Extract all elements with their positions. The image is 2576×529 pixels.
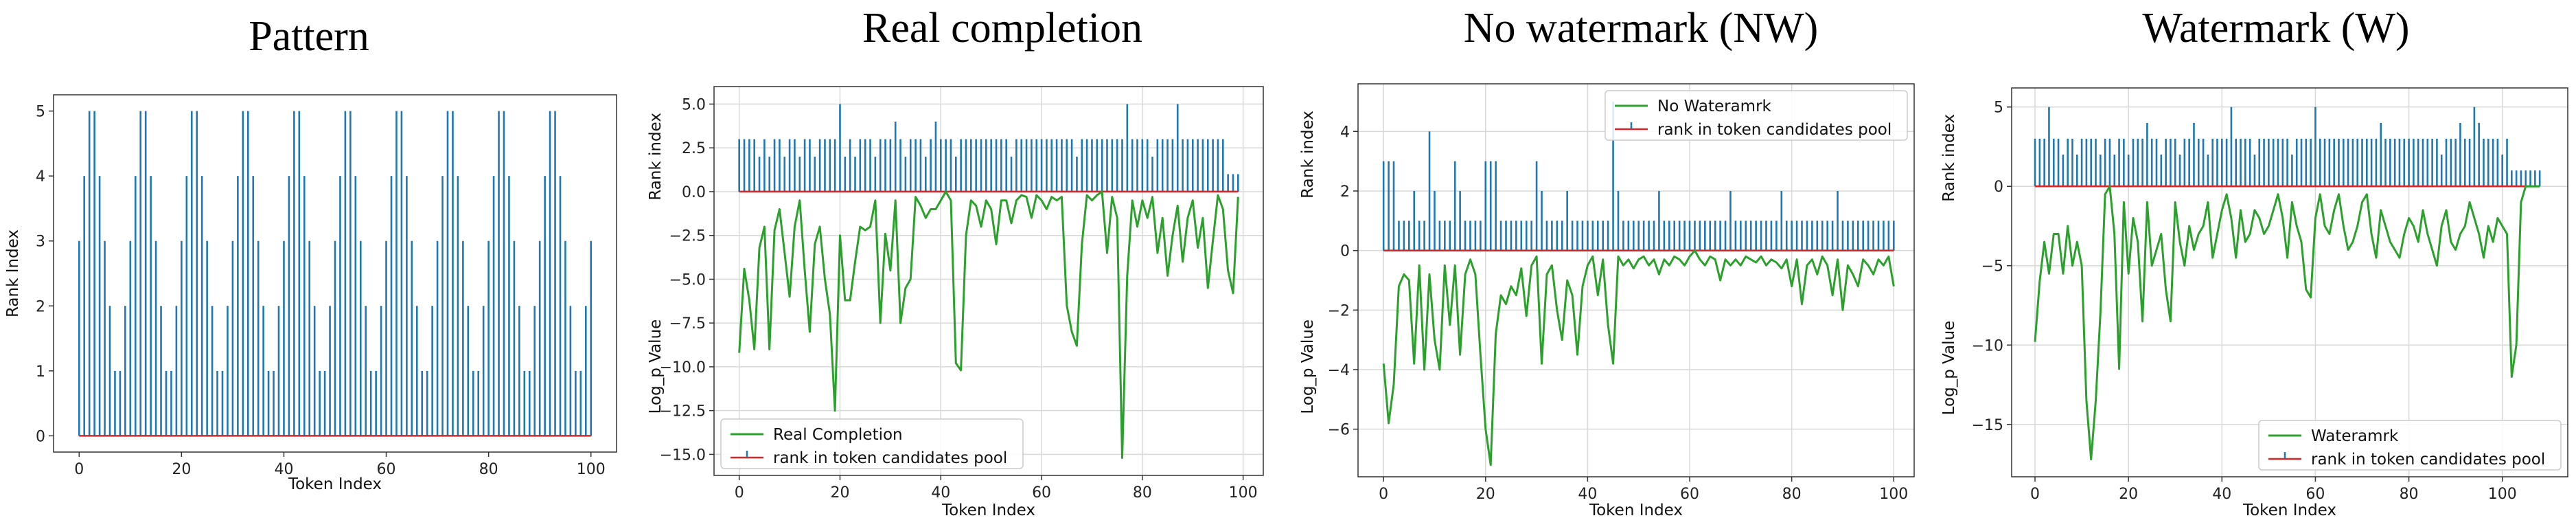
real-legend-label-stem: rank in token candidates pool	[773, 449, 1007, 467]
w-x-axis-label: Token Index	[2242, 502, 2336, 519]
w-y-axis-label-top: Rank index	[1940, 114, 1958, 202]
w-logp-line	[2034, 185, 2540, 461]
real-ytick-label: −7.5	[669, 315, 706, 333]
real-logp-line	[738, 190, 1239, 459]
nw-xtick-label: 80	[1782, 486, 1802, 503]
w-legend-box	[2258, 420, 2562, 471]
nw-legend-box	[1605, 90, 1908, 141]
nw-xtick-label: 100	[1879, 486, 1908, 503]
nw-ytick-label: 0	[1340, 243, 1350, 260]
w-ytick-label: 0	[1994, 179, 2003, 196]
w-chart: 0 20 40 60 80 100 5 0 −5 −10 −15 Token Index Rank in…	[1940, 87, 2568, 519]
no-watermark-title: No watermark (NW)	[1463, 5, 1819, 52]
pattern-y-axis-label: Rank Index	[4, 229, 22, 317]
real-chart: 0 20 40 60 80 100 5.0 2.5 0.0 −2.5 −5.0 −7.5 −10.0 −1…	[647, 86, 1264, 519]
nw-ytick-label: −2	[1328, 302, 1350, 319]
nw-xtick-label: 60	[1680, 486, 1699, 503]
pattern-x-axis-label: Token Index	[288, 475, 382, 493]
w-y-axis-label-bottom: Log_p Value	[1940, 321, 1958, 416]
real-completion-title: Real completion	[862, 5, 1143, 52]
real-xtick-label: 80	[1133, 484, 1152, 502]
pattern-xtick-label: 40	[274, 461, 293, 478]
nw-x-axis-label: Token Index	[1589, 502, 1683, 519]
pattern-ytick-label: 0	[36, 428, 45, 445]
real-legend: Real Completion rank in token candidates …	[720, 418, 1024, 469]
watermark-title: Watermark (W)	[2142, 5, 2410, 52]
w-ytick-label: −5	[1981, 258, 2003, 275]
nw-ytick-label: −6	[1328, 422, 1350, 439]
pattern-title: Pattern	[249, 13, 369, 60]
real-ytick-label: −5.0	[669, 271, 706, 289]
w-legend: Wateramrk rank in token candidates pool	[2258, 420, 2562, 471]
pattern-ytick-label: 2	[36, 298, 45, 315]
pattern-xtick-label: 0	[74, 461, 84, 478]
pattern-xtick-label: 100	[577, 461, 606, 478]
nw-legend-label-stem: rank in token candidates pool	[1657, 121, 1891, 139]
real-ytick-label: 2.5	[682, 140, 706, 157]
nw-xtick-label: 40	[1578, 486, 1597, 503]
w-xtick-label: 100	[2488, 486, 2517, 503]
nw-legend: No Wateramrk rank in token candidates poo…	[1605, 90, 1908, 141]
w-xtick-label: 60	[2305, 486, 2325, 503]
real-legend-box	[720, 418, 1024, 469]
real-xtick-label: 20	[830, 484, 849, 502]
real-ytick-label: 5.0	[682, 96, 706, 113]
pattern-xtick-label: 60	[377, 461, 396, 478]
w-xtick-label: 40	[2212, 486, 2231, 503]
nw-legend-label-line: No Wateramrk	[1657, 98, 1772, 115]
real-legend-label-line: Real Completion	[773, 426, 903, 444]
real-y-axis-label-top: Rank index	[647, 113, 665, 201]
pattern-xtick-label: 20	[172, 461, 191, 478]
pattern-ytick-label: 4	[36, 168, 45, 185]
real-ytick-label: −10.0	[660, 359, 706, 376]
pattern-xtick-label: 80	[479, 461, 498, 478]
nw-ytick-label: 2	[1340, 183, 1350, 201]
nw-xtick-label: 0	[1379, 486, 1388, 503]
nw-y-axis-label-bottom: Log_p Value	[1299, 319, 1317, 414]
real-plot-frame	[713, 86, 1264, 476]
real-xtick-label: 100	[1229, 484, 1258, 502]
nw-y-axis-label-top: Rank index	[1299, 111, 1317, 199]
real-ytick-label: −15.0	[660, 447, 706, 464]
real-y-axis-label-bottom: Log_p Value	[647, 319, 665, 414]
nw-ytick-label: −4	[1328, 362, 1350, 379]
real-ytick-label: 0.0	[682, 184, 706, 201]
nw-logp-line	[1382, 249, 1895, 466]
real-x-axis-label: Token Index	[941, 502, 1035, 519]
pattern-ytick-label: 3	[36, 234, 45, 251]
w-ytick-label: −10	[1972, 337, 2003, 354]
nw-ytick-label: 4	[1340, 124, 1350, 141]
pattern-plot-frame	[53, 94, 617, 453]
real-ytick-label: −12.5	[660, 403, 706, 420]
real-ytick-label: −2.5	[669, 228, 706, 245]
real-xtick-label: 60	[1032, 484, 1051, 502]
w-xtick-label: 80	[2400, 486, 2419, 503]
pattern-chart: 0 20 40 60 80 100 0 1 2 3 4 5 Token Index Rank Index	[4, 94, 617, 493]
w-plot-frame	[2011, 87, 2568, 477]
w-legend-label-stem: rank in token candidates pool	[2311, 451, 2545, 469]
nw-plot-frame	[1357, 83, 1915, 477]
w-xtick-label: 20	[2119, 486, 2138, 503]
pattern-ytick-label: 1	[36, 363, 45, 381]
w-ytick-label: −15	[1972, 417, 2003, 434]
w-xtick-label: 0	[2030, 486, 2040, 503]
real-xtick-label: 0	[735, 484, 744, 502]
pattern-ytick-label: 5	[36, 104, 45, 121]
w-legend-label-line: Wateramrk	[2311, 427, 2399, 445]
real-xtick-label: 40	[931, 484, 950, 502]
nw-xtick-label: 20	[1476, 486, 1495, 503]
w-ytick-label: 5	[1994, 100, 2003, 117]
